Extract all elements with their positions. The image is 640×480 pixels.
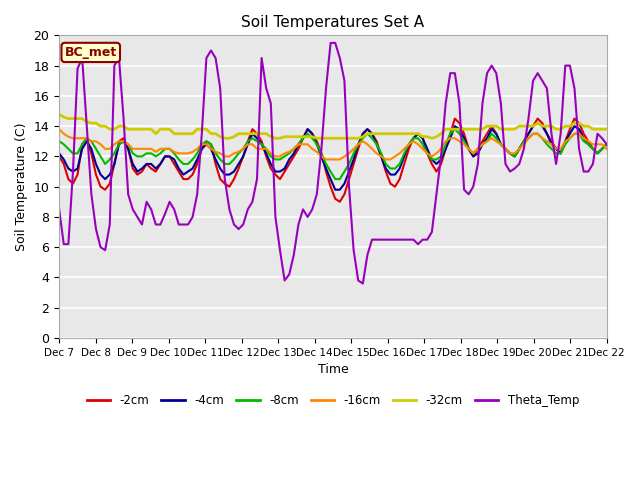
-2cm — [55, 154, 63, 159]
-2cm — [437, 161, 445, 167]
Line: -16cm: -16cm — [59, 129, 607, 159]
Theta_Temp — [594, 131, 602, 137]
-8cm — [332, 176, 339, 182]
-32cm — [603, 126, 611, 132]
-8cm — [437, 154, 445, 159]
Title: Soil Temperatures Set A: Soil Temperatures Set A — [241, 15, 424, 30]
-32cm — [437, 131, 445, 137]
-4cm — [202, 142, 210, 147]
Legend: -2cm, -4cm, -8cm, -16cm, -32cm, Theta_Temp: -2cm, -4cm, -8cm, -16cm, -32cm, Theta_Te… — [82, 389, 584, 412]
-8cm — [170, 151, 178, 156]
Theta_Temp — [170, 206, 178, 212]
-32cm — [221, 135, 228, 141]
-16cm — [322, 156, 330, 162]
-8cm — [451, 126, 459, 132]
-2cm — [603, 142, 611, 147]
Line: -32cm: -32cm — [59, 114, 607, 138]
-2cm — [202, 138, 210, 144]
-8cm — [497, 142, 505, 147]
-4cm — [594, 151, 602, 156]
-16cm — [492, 138, 500, 144]
-4cm — [364, 126, 371, 132]
Text: BC_met: BC_met — [65, 46, 117, 59]
Line: Theta_Temp: Theta_Temp — [59, 43, 607, 284]
Theta_Temp — [327, 40, 335, 46]
X-axis label: Time: Time — [317, 363, 348, 376]
-16cm — [170, 149, 178, 155]
Theta_Temp — [368, 237, 376, 242]
Line: -2cm: -2cm — [59, 119, 607, 202]
-8cm — [202, 138, 210, 144]
-8cm — [55, 138, 63, 144]
Theta_Temp — [202, 55, 210, 61]
-4cm — [170, 156, 178, 162]
-2cm — [497, 142, 505, 147]
-32cm — [170, 131, 178, 137]
-16cm — [202, 142, 210, 147]
-2cm — [170, 161, 178, 167]
Theta_Temp — [497, 100, 505, 106]
-32cm — [364, 131, 371, 137]
-16cm — [437, 146, 445, 152]
-2cm — [336, 199, 344, 204]
-8cm — [603, 142, 611, 147]
-4cm — [332, 187, 339, 192]
-2cm — [364, 126, 371, 132]
-4cm — [55, 151, 63, 156]
-8cm — [594, 151, 602, 156]
-8cm — [364, 131, 371, 137]
Y-axis label: Soil Temperature (C): Soil Temperature (C) — [15, 122, 28, 251]
-16cm — [603, 146, 611, 152]
-16cm — [55, 126, 63, 132]
-32cm — [589, 126, 596, 132]
Theta_Temp — [442, 100, 449, 106]
Theta_Temp — [55, 206, 63, 212]
Theta_Temp — [603, 142, 611, 147]
-32cm — [492, 123, 500, 129]
Line: -8cm: -8cm — [59, 129, 607, 179]
-2cm — [451, 116, 459, 121]
-4cm — [603, 142, 611, 147]
Line: -4cm: -4cm — [59, 123, 607, 190]
-4cm — [437, 156, 445, 162]
-32cm — [55, 111, 63, 117]
-16cm — [589, 142, 596, 147]
-4cm — [492, 131, 500, 137]
-4cm — [534, 120, 541, 126]
-16cm — [364, 142, 371, 147]
-32cm — [202, 126, 210, 132]
Theta_Temp — [359, 281, 367, 287]
-2cm — [594, 151, 602, 156]
